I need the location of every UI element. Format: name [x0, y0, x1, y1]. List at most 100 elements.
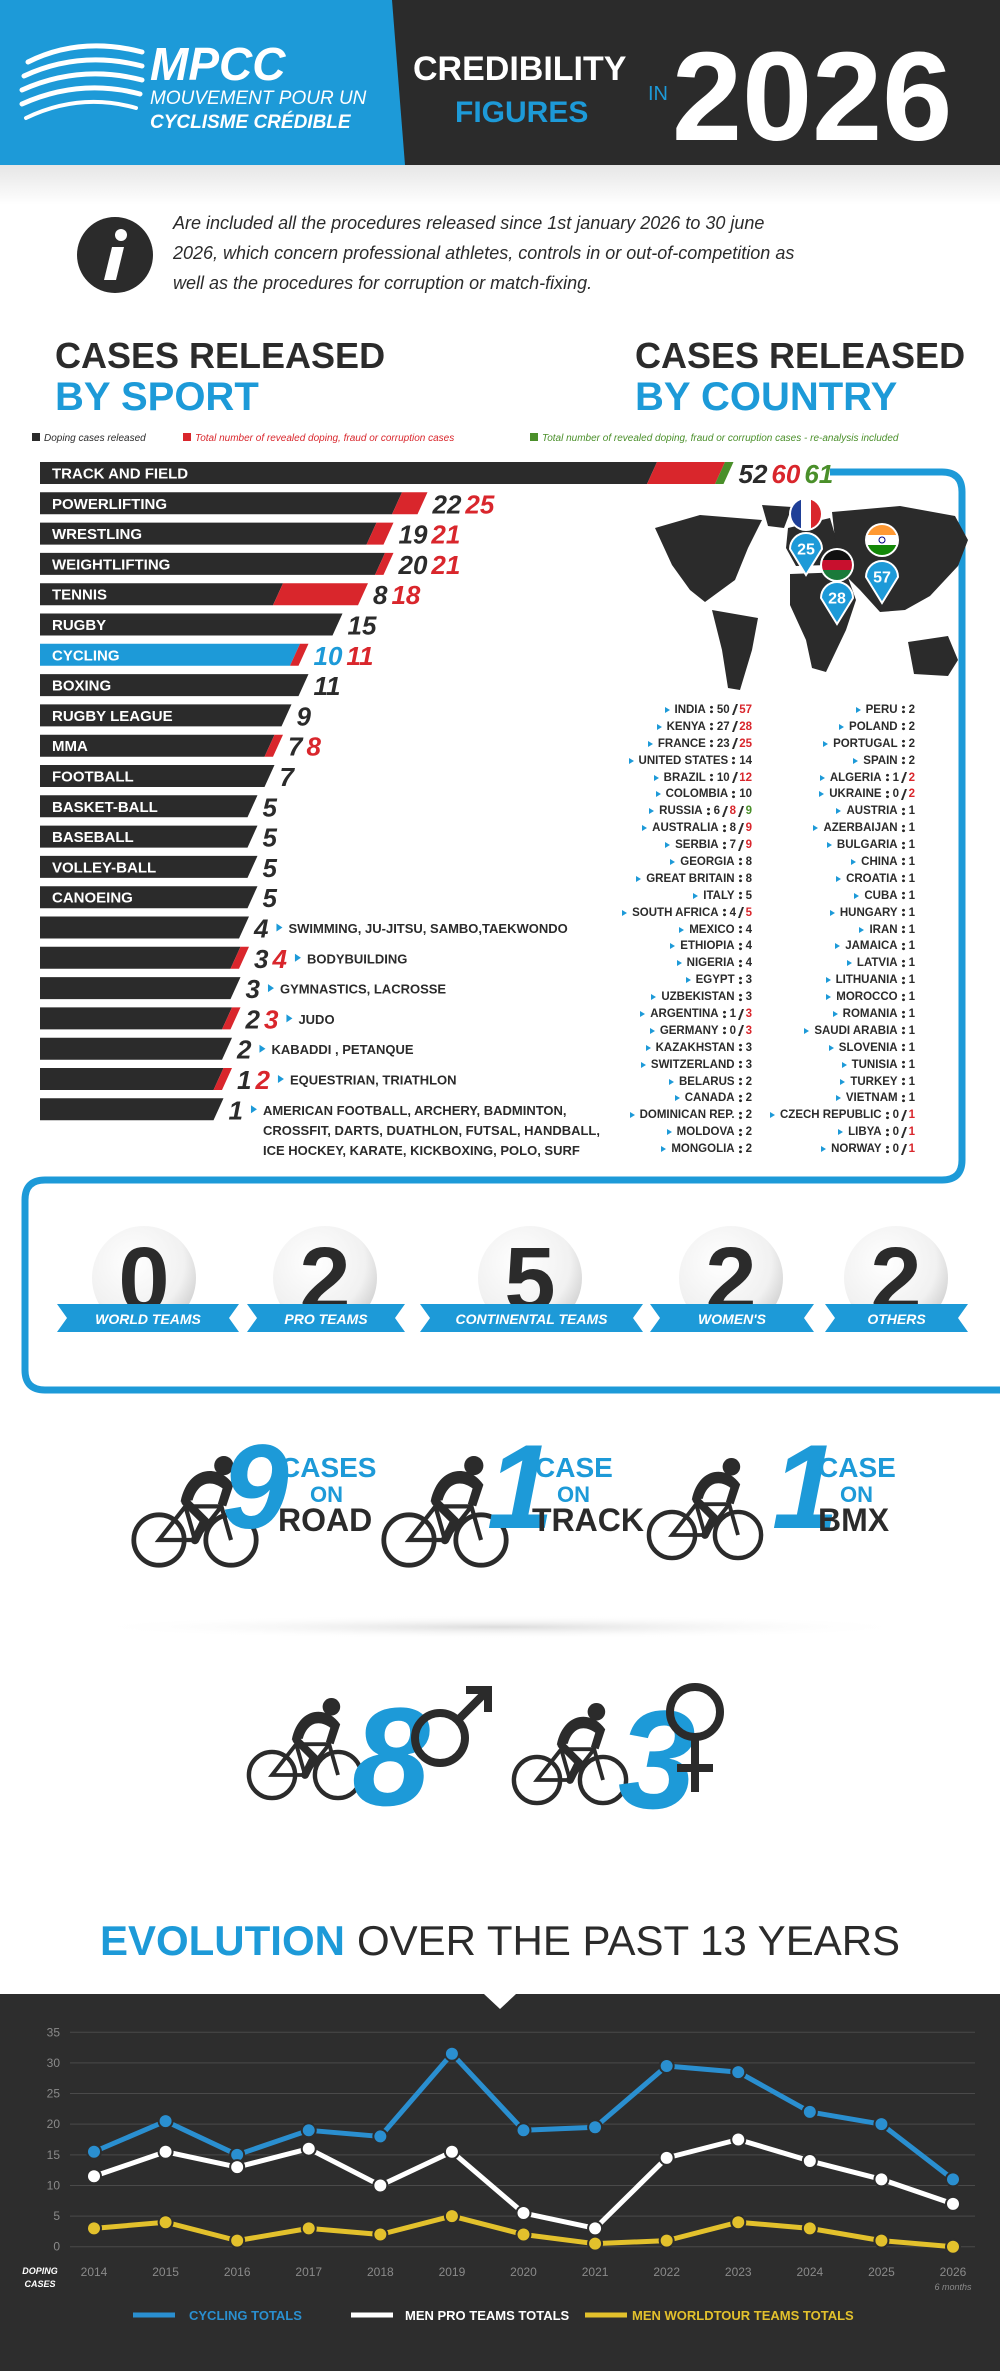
colon [738, 1077, 742, 1087]
bar-value: 20 [398, 550, 428, 580]
flag-stripe [867, 545, 897, 555]
bar [40, 825, 258, 848]
series-point [229, 2159, 246, 2176]
country-cases: 0 [729, 1024, 736, 1037]
bar-value: 1 [229, 1095, 243, 1125]
bar [40, 765, 275, 787]
bullet [676, 960, 682, 967]
colon [738, 891, 742, 901]
team-label: WOMEN'S [698, 1311, 767, 1327]
colon [901, 975, 905, 985]
bullet [821, 1146, 827, 1153]
bullet [645, 1044, 651, 1051]
header-logo-panel [0, 0, 405, 165]
bullet [835, 943, 841, 950]
bullet [853, 757, 859, 764]
country-row: UKRAINE 0 2 [752, 786, 915, 803]
rider-body [556, 1716, 606, 1750]
info-icon-stem [104, 247, 124, 280]
colon [901, 756, 905, 766]
sport-name: BODYBUILDING [307, 951, 407, 966]
country-name: AUSTRALIA [652, 822, 719, 835]
chart-panel [0, 1994, 1000, 2371]
country-row: UZBEKISTAN 3 [552, 989, 752, 1006]
bullet [819, 791, 825, 798]
colon [901, 1093, 905, 1103]
country-row: UNITED STATES 14 [552, 753, 752, 770]
series-point [157, 2214, 174, 2231]
x-tick-label: 2017 [295, 2265, 322, 2279]
country-cases: 1 [908, 991, 915, 1004]
bar-value: 7 [280, 762, 296, 792]
country-name: POLAND [849, 720, 898, 733]
flag-stripe [822, 570, 852, 580]
country-row: AUSTRALIA 8 9 [552, 820, 752, 837]
discipline-unit: CASE [818, 1452, 896, 1483]
colon [901, 739, 905, 749]
colon [738, 1144, 742, 1154]
wheel [312, 1749, 364, 1801]
country-total: 1 [908, 1143, 915, 1156]
series-point [300, 2140, 317, 2157]
country-cases: 2 [908, 704, 915, 716]
y-tick-label: 30 [47, 2056, 61, 2070]
series-point [515, 2226, 532, 2243]
country-row: CUBA 1 [752, 888, 915, 905]
wheel [577, 1754, 629, 1806]
colon [738, 925, 742, 935]
bullet [277, 1075, 284, 1083]
cyclist-icon [511, 1703, 629, 1806]
sport-name: CYCLING [52, 647, 120, 664]
brand: MPCC [150, 38, 286, 90]
series-point [658, 2149, 675, 2166]
colon [901, 840, 905, 850]
bullet [259, 1044, 266, 1053]
rider-head [214, 1456, 234, 1476]
country-row: ETHIOPIA 4 [552, 938, 752, 955]
country-cases: 4 [745, 940, 752, 953]
colon [709, 773, 713, 783]
bullet [813, 825, 819, 832]
bar [715, 462, 734, 484]
sport-name: TRACK AND FIELD [52, 466, 188, 483]
discipline-preposition: ON [840, 1482, 873, 1507]
sport-name: RUGBY LEAGUE [52, 708, 173, 725]
country-row: IRAN 1 [752, 922, 915, 939]
bullet [674, 1095, 680, 1102]
country-total: 8 [729, 805, 736, 818]
map-pin [864, 560, 900, 605]
separator [80, 1615, 920, 1639]
country-name: JAMAICA [845, 940, 898, 953]
colon [706, 806, 710, 816]
series-point [945, 2238, 961, 2255]
bullet [670, 858, 676, 865]
colon [738, 975, 742, 985]
country-row: SWITZERLAND 3 [552, 1057, 752, 1074]
rider-head [722, 1458, 741, 1476]
y-tick-label: 35 [47, 2025, 61, 2039]
y-axis-label: CASES [24, 2279, 55, 2289]
colon [901, 1077, 905, 1087]
slash [900, 1109, 907, 1121]
colon [885, 773, 889, 783]
country-row: SAUDI ARABIA 1 [752, 1023, 915, 1040]
country-name: SERBIA [675, 839, 719, 852]
sport-name: CANOEING [52, 890, 133, 907]
bullet [636, 875, 642, 882]
country-row: SPAIN 2 [752, 753, 915, 770]
country-row: MEXICO 4 [552, 922, 752, 939]
rider-head [587, 1703, 606, 1721]
country-name: AZERBAIJAN [823, 822, 898, 835]
y-tick-label: 25 [47, 2087, 61, 2101]
country-cases: 4 [745, 957, 752, 970]
info-icon-dot [115, 229, 127, 241]
x-note: 6 months [934, 2282, 972, 2292]
team-label: CONTINENTAL TEAMS [456, 1311, 609, 1327]
rider-leg [181, 1497, 210, 1545]
country-name: HUNGARY [839, 906, 898, 919]
y-tick-label: 0 [53, 2240, 60, 2254]
country-name: CANADA [684, 1092, 735, 1105]
country-name: CUBA [864, 889, 898, 902]
bullet [649, 1027, 655, 1034]
country-name: FRANCE [657, 737, 706, 750]
